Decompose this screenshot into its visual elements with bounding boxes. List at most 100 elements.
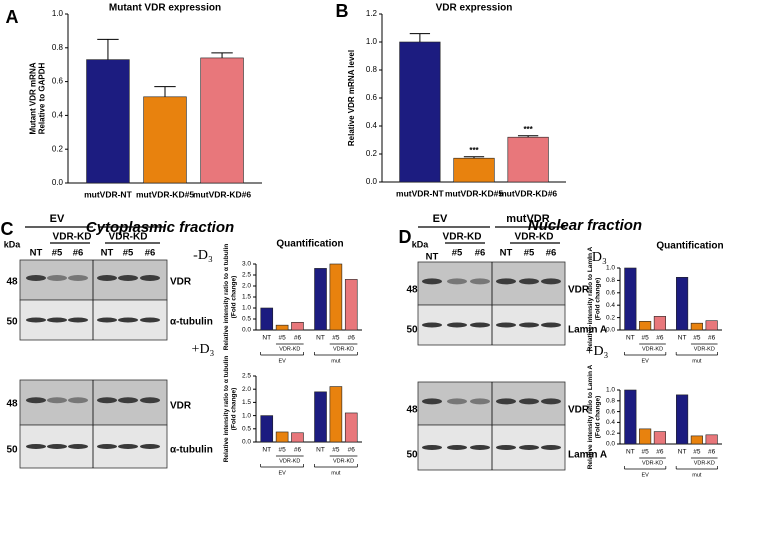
x-tick-label: #5 <box>332 447 340 454</box>
marker-label: 48 <box>6 277 18 288</box>
blot-band <box>447 398 467 405</box>
protein-label: VDR <box>568 285 590 296</box>
bar <box>690 435 703 445</box>
bar <box>291 321 304 331</box>
blot-band <box>118 397 138 404</box>
blot-band <box>26 317 46 323</box>
x-tick-label: mutVDR-NT <box>396 188 444 198</box>
y-tick-label: 1.0 <box>606 265 615 272</box>
blot-band <box>97 397 117 404</box>
blot-band <box>47 275 67 281</box>
subgroup-label: VDR-KD <box>333 458 354 464</box>
blot-band <box>422 445 442 450</box>
y-tick-label: 0.8 <box>52 43 64 52</box>
lane-label: NT <box>30 248 43 259</box>
bar <box>639 428 652 445</box>
y-tick-label: 1.0 <box>52 9 64 18</box>
panel-letter: B <box>336 1 349 21</box>
x-tick-label: mutVDR-NT <box>84 189 132 199</box>
y-tick-label: 0.8 <box>366 65 378 74</box>
blot-band <box>541 398 561 405</box>
bar <box>291 432 304 443</box>
group-label: mut <box>692 472 702 478</box>
y-tick-label: 0.0 <box>606 327 615 334</box>
marker-label: 48 <box>406 285 418 296</box>
blot-band <box>496 445 516 450</box>
x-tick-label: NT <box>262 335 271 342</box>
kda-label: kDa <box>4 239 22 249</box>
blot-image <box>417 381 566 426</box>
y-tick-label: 0.0 <box>242 327 251 334</box>
lane-label: #6 <box>546 248 557 259</box>
protein-label: VDR <box>170 277 192 288</box>
group-label: mutVDR <box>506 213 549 225</box>
blot-band <box>68 444 88 449</box>
y-tick-label: 0.4 <box>606 419 615 426</box>
group-label: EV <box>278 470 286 476</box>
x-tick-label: mutVDR-KD#5 <box>445 188 503 198</box>
blot-band <box>26 444 46 449</box>
x-tick-label: #6 <box>656 335 664 342</box>
subgroup-label: VDR-KD <box>53 232 92 243</box>
group-label: EV <box>641 472 649 478</box>
protein-label: α-tubulin <box>170 445 213 456</box>
lane-label: #5 <box>524 248 535 259</box>
y-axis-label: Relative intensity ratio to α tubulin <box>223 244 230 351</box>
lane-label: #6 <box>145 248 156 259</box>
x-tick-label: mutVDR-KD#6 <box>499 188 557 198</box>
y-tick-label: 2.0 <box>242 386 251 393</box>
blot-band <box>519 322 539 328</box>
x-tick-label: #5 <box>278 335 286 342</box>
blot-image <box>417 424 566 471</box>
bar <box>453 157 495 183</box>
blot-band <box>422 322 442 328</box>
group-label: EV <box>433 213 448 225</box>
bar <box>690 322 703 331</box>
bar <box>329 263 343 331</box>
blot-band <box>422 278 442 285</box>
x-tick-label: #5 <box>278 447 286 454</box>
y-tick-label: 0.5 <box>242 316 251 323</box>
lane-label: NT <box>101 248 114 259</box>
blot-band <box>68 397 88 404</box>
y-tick-label: 0.0 <box>52 178 64 187</box>
blot-band <box>47 317 67 323</box>
y-tick-label: 2.5 <box>242 272 251 279</box>
bar <box>399 41 441 183</box>
x-tick-label: #5 <box>693 449 701 456</box>
blot-band <box>26 275 46 281</box>
bar <box>275 431 289 443</box>
y-tick-label: 0.6 <box>606 408 615 415</box>
y-tick-label: 0.2 <box>366 149 378 158</box>
bar <box>705 320 718 331</box>
lane-label: #6 <box>475 248 486 259</box>
chart-title: VDR expression <box>436 3 513 14</box>
y-tick-label: 0.0 <box>606 441 615 448</box>
x-tick-label: #6 <box>348 335 356 342</box>
condition-label: -D₃ <box>193 248 213 263</box>
lane-label: #6 <box>73 248 84 259</box>
x-tick-label: NT <box>678 335 687 342</box>
y-tick-label: 3.0 <box>242 261 251 268</box>
condition-label: +D₃ <box>586 344 609 359</box>
condition-label: +D₃ <box>192 342 215 357</box>
marker-label: 48 <box>6 399 18 410</box>
x-tick-label: NT <box>316 335 325 342</box>
panel-letter: C <box>1 219 14 239</box>
blot-band <box>496 398 516 405</box>
y-tick-label: 0.6 <box>366 93 378 102</box>
x-tick-label: #5 <box>693 335 701 342</box>
x-tick-label: NT <box>678 449 687 456</box>
blot-band <box>447 322 467 328</box>
blot-image <box>417 304 566 346</box>
lane-label: #5 <box>452 248 463 259</box>
x-tick-label: #5 <box>642 449 650 456</box>
protein-label: VDR <box>170 401 192 412</box>
y-tick-label: 0.8 <box>606 277 615 284</box>
bar <box>275 324 289 331</box>
x-tick-label: NT <box>316 447 325 454</box>
y-tick-label: 0.4 <box>366 121 378 130</box>
bar <box>653 431 666 445</box>
blot-band <box>118 317 138 323</box>
